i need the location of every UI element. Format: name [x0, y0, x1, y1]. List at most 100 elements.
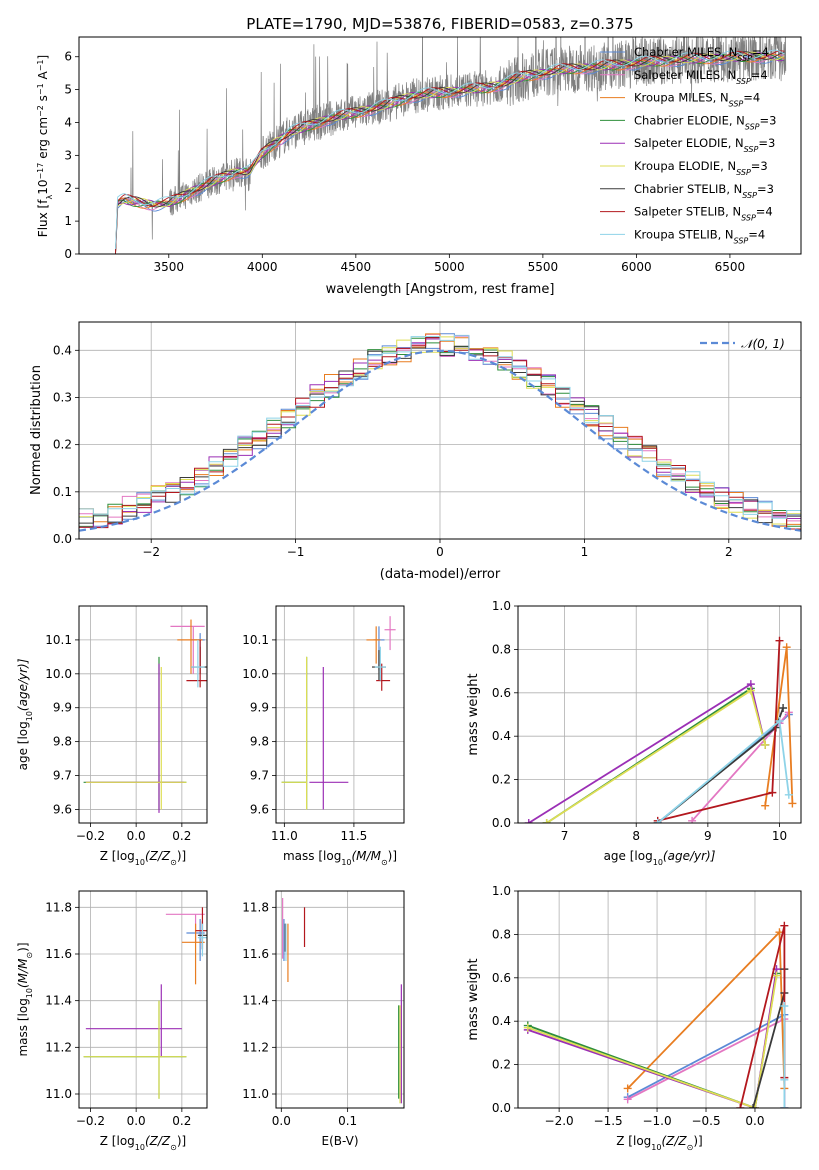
y-tick-label: 0.4: [492, 1014, 511, 1028]
legend-label-2-part: =4: [743, 91, 760, 105]
x-tick-label: 0: [436, 545, 444, 559]
weight-marker-4-0: [524, 819, 533, 823]
weight-line-5: [527, 975, 778, 1108]
scatter-ylabel-2-part: 10: [25, 711, 34, 721]
legend-label-8: Kroupa STELIB, NSSP=4: [634, 227, 765, 245]
model-spectrum-line-3: [115, 53, 785, 252]
scatter-xlabel-3-part: (M/M: [352, 849, 382, 863]
spectrum-ylabel-part: −1: [36, 59, 45, 71]
axes-frame: [275, 605, 405, 824]
age-vs-metallicity-panel: −0.2 0.0 0.29.69.79.89.910.010.1Z [log10(Z…: [16, 605, 208, 867]
legend-label-3-part: Chabrier ELODIE, N: [634, 113, 745, 127]
x-tick-label: 8: [632, 829, 640, 843]
scatter-xlabel-2-part: )]: [177, 849, 186, 863]
scatter-xlabel-6-part: E(B-V): [321, 1134, 358, 1148]
weight-marker-2-0: [623, 1084, 632, 1093]
legend-label-5-part: SSP: [736, 168, 751, 177]
scatter-ylabel-2-part: age [log: [16, 721, 30, 770]
weight-marker-5-1: [746, 686, 755, 695]
legend-label-3-part: SSP: [745, 122, 760, 131]
x-tick-label: 5000: [434, 260, 465, 274]
scatter-xlabel-2: Z [log10(Z/Z⊙)]: [100, 849, 186, 867]
y-tick-label: 0: [64, 247, 72, 261]
scatter-xlabel-2-part: Z [log: [100, 849, 135, 863]
weight-xlabel-4-part: (age/yr)]: [663, 849, 716, 863]
x-tick-label: 1: [581, 545, 589, 559]
legend-label-0-part: Chabrier MILES, N: [634, 45, 737, 59]
spectrum-ylabel-part: −2: [36, 105, 45, 117]
scatter-xlabel-3-part: mass [log: [283, 849, 341, 863]
scatter-xlabel-3: mass [log10(M/M⊙)]: [283, 849, 397, 867]
weight-marker-7-1: [780, 921, 789, 930]
x-tick-label: −0.2: [76, 829, 105, 843]
scatter-xlabel-2-part: 10: [135, 858, 145, 867]
weight-marker-6-2: [779, 703, 788, 712]
scatter-ylabel-2-part: (age/yr)]: [16, 658, 30, 711]
y-tick-label: 9.9: [53, 701, 72, 715]
x-tick-label: 0.2: [172, 1114, 191, 1128]
x-tick-label: 5500: [528, 260, 559, 274]
normal-distribution-curve: [79, 349, 801, 532]
y-tick-label: 5: [64, 83, 72, 97]
y-tick-label: 3: [64, 148, 72, 162]
scatter-ylabel-5-part: ⊙: [25, 952, 34, 959]
scatter-xlabel-3-part: )]: [388, 849, 397, 863]
weight-marker-7-2: [775, 636, 784, 645]
x-tick-label: 6500: [715, 260, 746, 274]
weight-marker-8-2: [784, 790, 793, 799]
weight-xlabel-7-part: 10: [651, 1143, 661, 1152]
y-tick-label: 11.4: [242, 994, 269, 1008]
x-tick-label: −1.0: [642, 1114, 671, 1128]
model-spectrum-line-7: [115, 50, 785, 254]
scatter-xlabel-6: E(B-V): [321, 1134, 358, 1148]
y-tick-label: 1: [64, 214, 72, 228]
y-tick-label: 9.7: [250, 769, 269, 783]
weight-vs-metallicity-panel: −2.0 −1.5 −1.0 −0.5 0.0 0.0 0.2 0.4 0.6 0.8 1.0 Z […: [466, 884, 802, 1152]
weight-xlabel-4-part: 10: [653, 858, 663, 867]
scatter-xlabel-5-part: (Z/Z: [145, 1134, 171, 1148]
scatter-xlabel-2-part: (Z/Z: [145, 849, 171, 863]
x-tick-label: −1.5: [594, 1114, 623, 1128]
legend-label-4-part: Salpeter ELODIE, N: [634, 136, 744, 150]
legend-label-3: Chabrier ELODIE, NSSP=3: [634, 113, 776, 130]
scatter-xlabel-5: Z [log10(Z/Z⊙)]: [100, 1134, 186, 1152]
weight-xlabel-7-part: (Z/Z: [661, 1134, 687, 1148]
legend-label-8-part: SSP: [734, 236, 749, 245]
scatter-ylabel-5-part: 10: [25, 988, 34, 998]
axes-frame: [275, 890, 405, 1109]
scatter-xlabel-3-part: ⊙: [381, 858, 388, 867]
scatter-xlabel-2-part: ⊙: [170, 858, 177, 867]
y-tick-label: 0.2: [492, 773, 511, 787]
age-vs-mass-panel: 11.0 11.5 9.6 9.7 9.8 9.9 10.0 10.1 mass [log10(…: [242, 605, 405, 867]
weight-marker-8-0: [780, 1104, 789, 1108]
histogram-step-8: [79, 334, 801, 539]
x-tick-label: 4000: [247, 260, 278, 274]
x-tick-label: 11.0: [271, 829, 298, 843]
plot-area: [524, 636, 797, 823]
legend-label-3-part: =3: [760, 113, 777, 127]
weight-marker-2-1: [782, 643, 791, 652]
spectrum-panel: 3500 4000 4500 5000 5500 6000 6500 0 1 2 3 4 5 6 wavel…: [36, 36, 802, 297]
y-tick-label: 6: [64, 50, 72, 64]
spectrum-ylabel-part: 10: [36, 180, 50, 195]
legend-label-8-part: Kroupa STELIB, N: [634, 227, 734, 241]
weight-marker-2-2: [788, 799, 797, 808]
y-tick-label: 11.8: [45, 900, 72, 914]
y-tick-label: 0.4: [492, 729, 511, 743]
axes-frame: [78, 605, 208, 824]
figure-title: PLATE=1790, MJD=53876, FIBERID=0583, z=0…: [246, 15, 633, 33]
y-tick-label: 0.3: [53, 390, 72, 404]
weight-xlabel-7-part: ⊙: [687, 1143, 694, 1152]
legend-label-0-part: =4: [752, 45, 769, 59]
x-tick-label: 2: [725, 545, 733, 559]
y-tick-label: 10.0: [45, 667, 72, 681]
y-tick-label: 11.0: [242, 1087, 269, 1101]
legend-label-7: Salpeter STELIB, NSSP=4: [634, 205, 773, 223]
residual-histogram-panel: −2 −1 0 1 2 0.0 0.1 0.2 0.3 0.4 𝒩(0, 1) (data-model…: [29, 321, 802, 582]
legend-label-4-part: =3: [758, 136, 775, 150]
weight-marker-8-1: [775, 717, 784, 726]
y-tick-label: 9.6: [250, 802, 269, 816]
weight-marker-7-0: [736, 1104, 745, 1108]
